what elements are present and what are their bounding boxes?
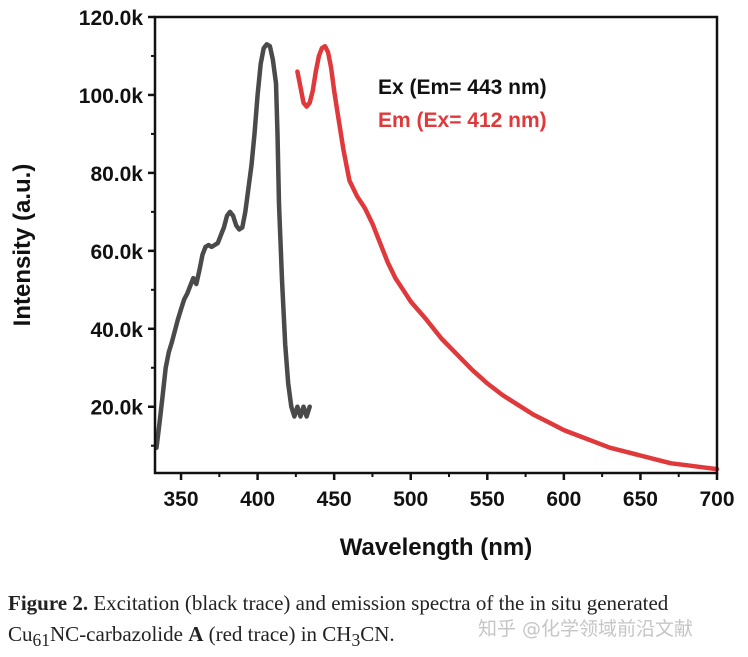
y-tick-label: 120.0k [79, 7, 144, 30]
excitation-trace [154, 42, 312, 450]
y-tick-label: 100.0k [79, 85, 144, 108]
caption-text-2: NC-carbazolide [50, 622, 189, 646]
caption-subscript-2: 3 [351, 630, 361, 651]
caption-text-1: Excitation (black trace) and emission sp… [8, 591, 669, 646]
y-axis-title: Intensity (a.u.) [9, 164, 36, 327]
caption-text-3: (red trace) in CH [203, 622, 352, 646]
y-tick-label: 40.0k [90, 319, 143, 342]
series-layer [154, 42, 720, 472]
caption-label: Figure 2. [8, 591, 89, 615]
watermark: 知乎 @化学领域前沿文献 [478, 618, 694, 640]
x-tick-label: 700 [699, 488, 734, 511]
figure-caption: Figure 2. Excitation (black trace) and e… [8, 588, 743, 656]
x-tick-label: 450 [317, 488, 352, 511]
x-tick-label: 350 [164, 488, 199, 511]
x-axis-ticks: 350 400 450 500 550 600 650 700 [164, 473, 735, 511]
y-tick-label: 60.0k [90, 241, 143, 264]
emission-trace [295, 43, 720, 472]
x-tick-label: 600 [546, 488, 581, 511]
spectrum-chart: 350 400 450 500 550 600 650 700 20.0k 40.0k 60.0k… [9, 7, 735, 561]
legend-emission: Em (Ex= 412 nm) [378, 109, 547, 132]
y-tick-label: 80.0k [90, 163, 143, 186]
x-tick-label: 650 [623, 488, 658, 511]
x-axis-title: Wavelength (nm) [340, 534, 532, 561]
y-axis-ticks: 20.0k 40.0k 60.0k 80.0k 100.0k 120.0k [79, 7, 155, 447]
y-tick-label: 20.0k [90, 397, 143, 420]
x-tick-label: 550 [470, 488, 505, 511]
plot-frame [153, 15, 719, 475]
x-tick-label: 400 [240, 488, 275, 511]
caption-compound: A [188, 622, 204, 646]
caption-text-4: CN. [360, 622, 395, 646]
caption-subscript-1: 61 [32, 630, 51, 651]
legend-excitation: Ex (Em= 443 nm) [378, 76, 547, 99]
x-tick-label: 500 [393, 488, 428, 511]
